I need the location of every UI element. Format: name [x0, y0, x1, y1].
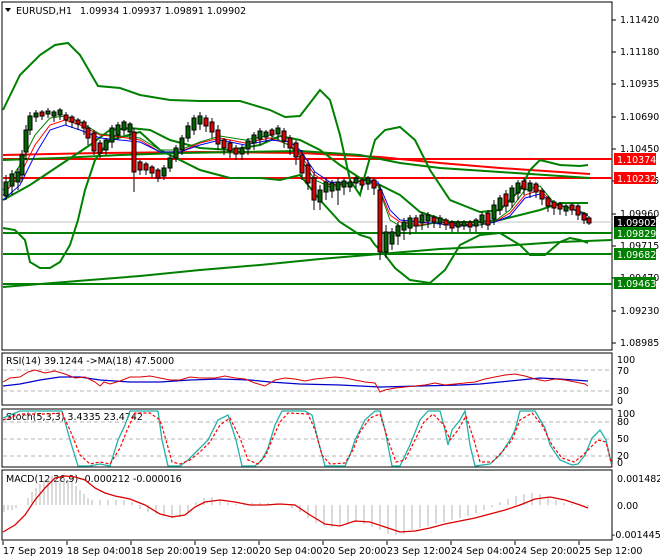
macd-level: -0.001445	[612, 530, 660, 541]
time-label: 25 Sep 12:00	[579, 546, 642, 557]
stoch-signal-line	[2, 412, 613, 467]
tag-resistance-1: 1.10374	[617, 155, 656, 166]
rsi-panel[interactable]: RSI(14) 39.1244 ->MA(18) 47.5000 100 70 …	[1, 352, 635, 407]
time-label: 20 Sep 20:00	[323, 546, 386, 557]
ohlc-values: 1.09934 1.09937 1.09891 1.09902	[80, 6, 246, 17]
rsi-level: 100	[617, 355, 635, 366]
price-tags: 1.10374 1.10232 1.09902 1.09829 1.09682 …	[614, 153, 656, 290]
moving-average-long	[2, 149, 591, 179]
macd-histogram	[3, 476, 589, 535]
time-label: 24 Sep 20:00	[515, 546, 578, 557]
stoch-level: 80	[617, 417, 629, 428]
price-tick: 1.09715	[620, 241, 659, 252]
time-label: 19 Sep 12:00	[195, 546, 258, 557]
price-tick: 1.09960	[620, 209, 659, 220]
stoch-level: 20	[617, 451, 629, 462]
trendline-support[interactable]	[2, 239, 613, 288]
macd-signal-line	[2, 475, 589, 533]
time-axis: 17 Sep 2019 18 Sep 04:00 18 Sep 20:00 19…	[2, 541, 642, 557]
rsi-title: RSI(14) 39.1244 ->MA(18) 47.5000	[6, 356, 174, 367]
tag-support-2: 1.09682	[617, 250, 656, 261]
price-panel[interactable]: EURUSD,H1 1.09934 1.09937 1.09891 1.0990…	[1, 1, 659, 351]
rsi-line	[2, 369, 589, 393]
time-label: 17 Sep 2019	[3, 546, 63, 557]
tag-resistance-2: 1.10232	[617, 174, 656, 185]
price-tick: 1.08985	[620, 338, 659, 349]
tag-support-1: 1.09829	[617, 229, 656, 240]
time-label: 18 Sep 20:00	[131, 546, 194, 557]
collapse-triangle-icon[interactable]	[5, 8, 11, 12]
time-label: 24 Sep 04:00	[451, 546, 514, 557]
macd-level: 0.001482	[617, 474, 660, 485]
time-label: 18 Sep 04:00	[67, 546, 130, 557]
symbol-label: EURUSD,H1	[16, 6, 72, 17]
rsi-level: 70	[617, 366, 629, 377]
stochastic-panel[interactable]: Stoch(5,3,3) 3.4335 23.4742 100 80 50 20…	[1, 408, 635, 469]
tag-support-3: 1.09463	[617, 279, 656, 290]
price-tick: 1.10690	[620, 112, 659, 123]
price-tick: 1.09230	[620, 306, 659, 317]
candlesticks[interactable]	[3, 108, 592, 260]
stoch-level: 100	[617, 409, 635, 420]
rsi-ma-line	[2, 376, 589, 388]
rsi-level: 0	[617, 396, 623, 407]
time-label: 23 Sep 12:00	[387, 546, 450, 557]
stoch-title: Stoch(5,3,3) 3.4335 23.4742	[6, 412, 143, 423]
price-tick: 1.11180	[620, 47, 659, 58]
rsi-level: 30	[617, 386, 629, 397]
price-tick: 1.10935	[620, 79, 659, 90]
macd-panel[interactable]: MACD(12,26,9) -0.000212 -0.000016	[1, 469, 660, 541]
macd-level: 0.00	[617, 501, 638, 512]
macd-title: MACD(12,26,9) -0.000212 -0.000016	[6, 474, 182, 485]
tag-current-price: 1.09902	[617, 218, 656, 229]
stoch-level: 50	[617, 434, 629, 445]
ma-red	[2, 119, 589, 226]
price-tick: 1.11420	[620, 15, 659, 26]
stoch-level: 0	[617, 458, 623, 469]
price-tick: 1.10450	[620, 144, 659, 155]
time-label: 20 Sep 04:00	[259, 546, 322, 557]
